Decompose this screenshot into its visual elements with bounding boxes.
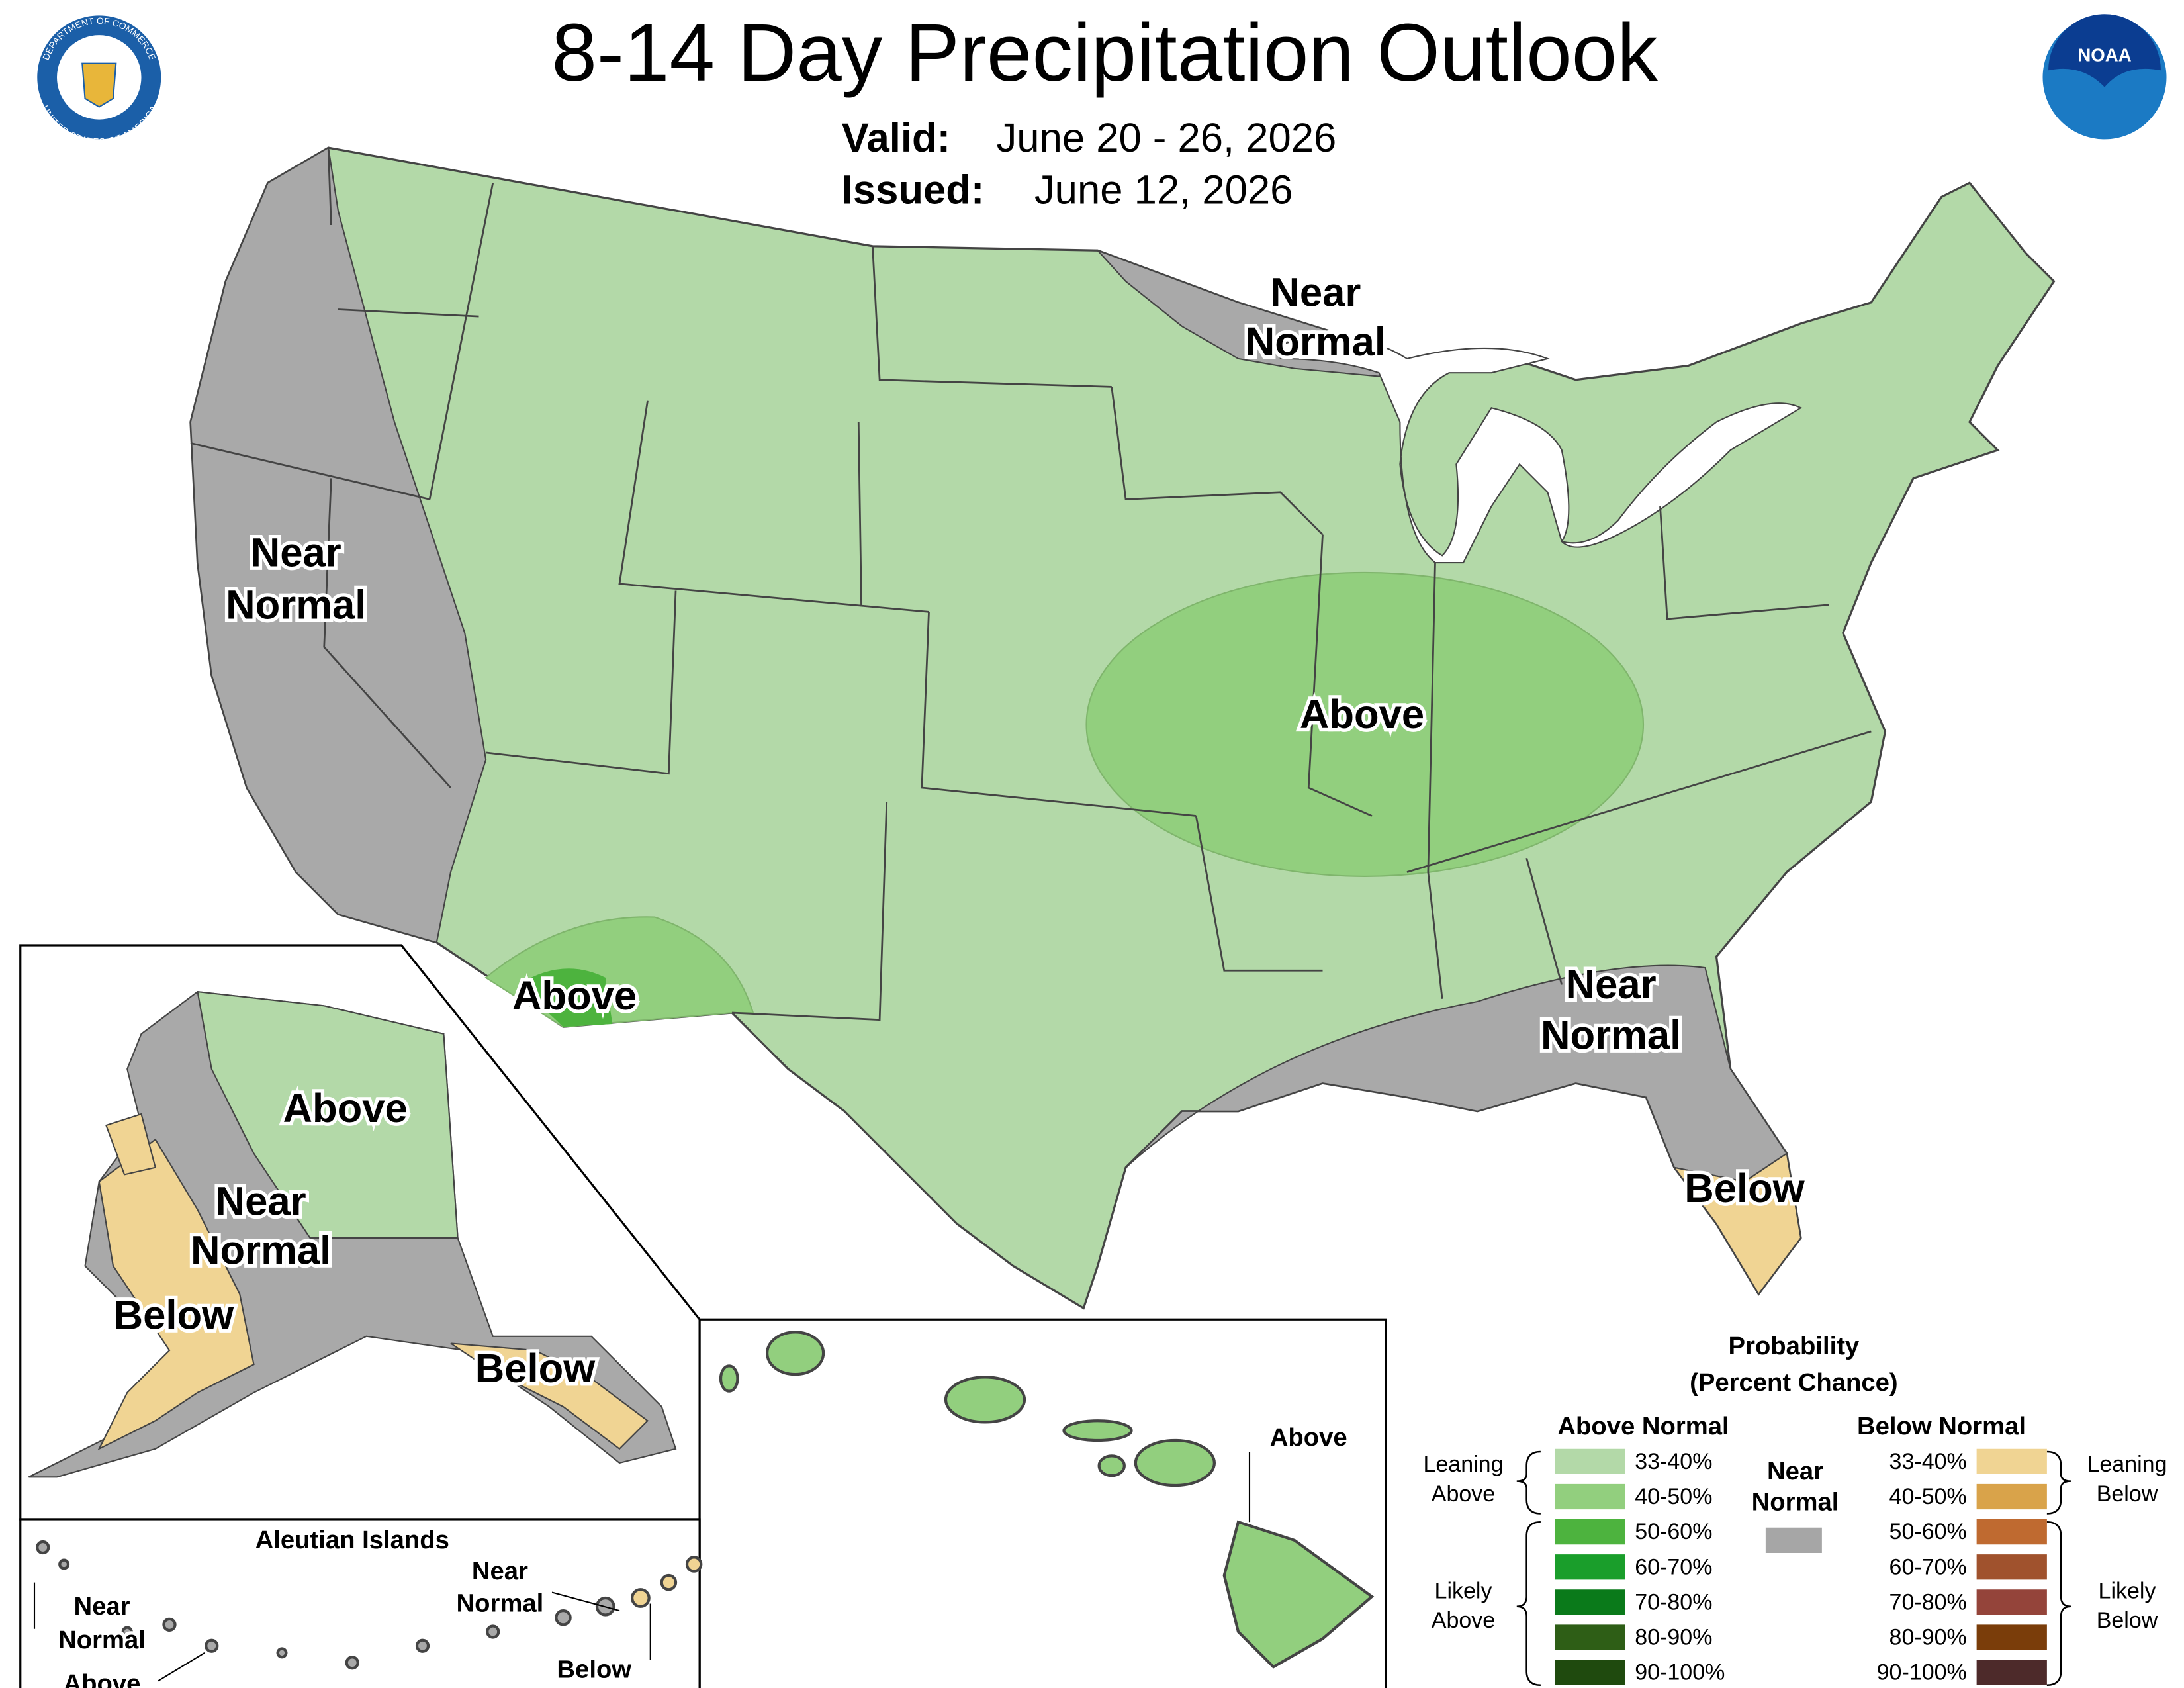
legend-swatch <box>1976 1519 2047 1545</box>
map-label: Normal <box>1246 319 1386 365</box>
map-label: Below <box>114 1292 235 1338</box>
map-label: Below <box>475 1346 596 1391</box>
map-label: Normal <box>191 1228 331 1274</box>
map-label: Above <box>64 1669 141 1688</box>
brackets <box>1516 1450 2071 1687</box>
legend-swatch <box>1555 1448 1625 1474</box>
legend: Probability (Percent Chance) Above Norma… <box>1423 1332 2167 1687</box>
legend-title: Probability <box>1729 1332 1860 1360</box>
bracket-label: Likely <box>2099 1578 2156 1603</box>
legend-label: 60-70% <box>1635 1554 1712 1579</box>
valid-dates: June 20 - 26, 2026 <box>997 115 1337 161</box>
map-label: Near <box>251 530 341 576</box>
aleutian-inset-frame <box>19 1518 701 1688</box>
map-label: Near <box>472 1557 528 1585</box>
legend-label: 40-50% <box>1889 1484 1967 1509</box>
legend-label: 40-50% <box>1635 1484 1712 1509</box>
legend-swatch <box>1976 1448 2047 1474</box>
map-label: Normal <box>456 1589 543 1618</box>
conus-above-central <box>1085 571 1645 877</box>
map-label: Below <box>1684 1166 1805 1211</box>
legend-label: 80-90% <box>1635 1625 1712 1650</box>
legend-label: 50-60% <box>1635 1519 1712 1544</box>
conus <box>189 146 2056 1310</box>
legend-swatch <box>1976 1483 2047 1510</box>
bracket-label: Likely <box>1435 1578 1492 1603</box>
bracket-label: Below <box>2097 1608 2158 1633</box>
map-label: Normal <box>226 582 366 628</box>
map-label: Above <box>512 973 637 1019</box>
map-label: Above <box>1300 692 1424 737</box>
legend-label: 60-70% <box>1889 1554 1967 1579</box>
legend-swatch <box>1976 1660 2047 1685</box>
legend-heading: Above Normal <box>1557 1412 1729 1440</box>
map-label: Below <box>557 1656 631 1684</box>
conus-leaning-below-florida <box>1672 1152 1802 1295</box>
bracket-label: Below <box>2097 1481 2158 1507</box>
commerce-logo: DEPARTMENT OF COMMERCE UNITED STATES OF … <box>37 15 161 147</box>
conus-above-southwest-likely <box>518 968 613 1027</box>
legend-swatch <box>1555 1554 1625 1580</box>
noaa-logo: NOAA <box>2042 14 2167 140</box>
map-label: Near <box>1566 962 1657 1008</box>
legend-label: 33-40% <box>1889 1449 1967 1474</box>
valid-label: Valid: <box>842 115 950 161</box>
aleutian-below <box>631 1556 703 1608</box>
hawaii-islands <box>719 1331 1375 1669</box>
bracket-label: Above <box>1432 1481 1495 1507</box>
legend-label: 50-60% <box>1889 1519 1967 1544</box>
aleutian-islands <box>36 1540 615 1670</box>
noaa-text: NOAA <box>2077 44 2131 65</box>
map-label: Above <box>1270 1423 1347 1452</box>
map-label: Normal <box>1541 1013 1681 1058</box>
map-label: Aleutian Islands <box>255 1526 449 1554</box>
map-label: Near <box>73 1592 130 1620</box>
legend-swatch <box>1976 1589 2047 1615</box>
issued-date: June 12, 2026 <box>1034 167 1293 212</box>
legend-title: (Percent Chance) <box>1690 1368 1898 1397</box>
legend-label: 90-100% <box>1877 1660 1967 1685</box>
legend-label: 70-80% <box>1889 1589 1967 1615</box>
map-label: Above <box>283 1086 407 1131</box>
legend-swatch <box>1555 1624 1625 1650</box>
legend-label: 90-100% <box>1635 1660 1725 1685</box>
legend-heading: Below Normal <box>1857 1412 2026 1440</box>
legend-swatch <box>1555 1589 1625 1615</box>
map-label: Near <box>1270 270 1361 316</box>
legend-swatch <box>1976 1554 2047 1580</box>
map-label: Near <box>216 1178 306 1224</box>
alaska-leaning-below-island <box>105 1113 157 1176</box>
bracket-label: Above <box>1432 1608 1495 1633</box>
alaska-leaning-below-west <box>97 1138 255 1451</box>
legend-swatch <box>1555 1483 1625 1510</box>
leader-lines <box>33 1582 651 1682</box>
great-lakes <box>1279 336 1803 564</box>
title: 8-14 Day Precipitation Outlook <box>551 7 1658 99</box>
legend-heading: Near <box>1767 1457 1823 1485</box>
legend-label: 70-80% <box>1635 1589 1712 1615</box>
alaska-leaning-below-southeast <box>450 1342 649 1450</box>
state-lines <box>190 148 1872 1021</box>
legend-label: 33-40% <box>1635 1449 1712 1474</box>
legend-swatch <box>1555 1519 1625 1545</box>
bracket-label: Leaning <box>1423 1452 1503 1477</box>
alaska-leaning-above <box>197 990 459 1239</box>
bracket-label: Leaning <box>2087 1452 2167 1477</box>
legend-swatch <box>1765 1527 1822 1553</box>
issued-label: Issued: <box>842 167 985 212</box>
map-label: Normal <box>58 1626 146 1654</box>
legend-label: 80-90% <box>1889 1625 1967 1650</box>
legend-swatch <box>1555 1660 1625 1685</box>
legend-swatch <box>1976 1624 2047 1650</box>
legend-heading: Normal <box>1752 1488 1839 1517</box>
